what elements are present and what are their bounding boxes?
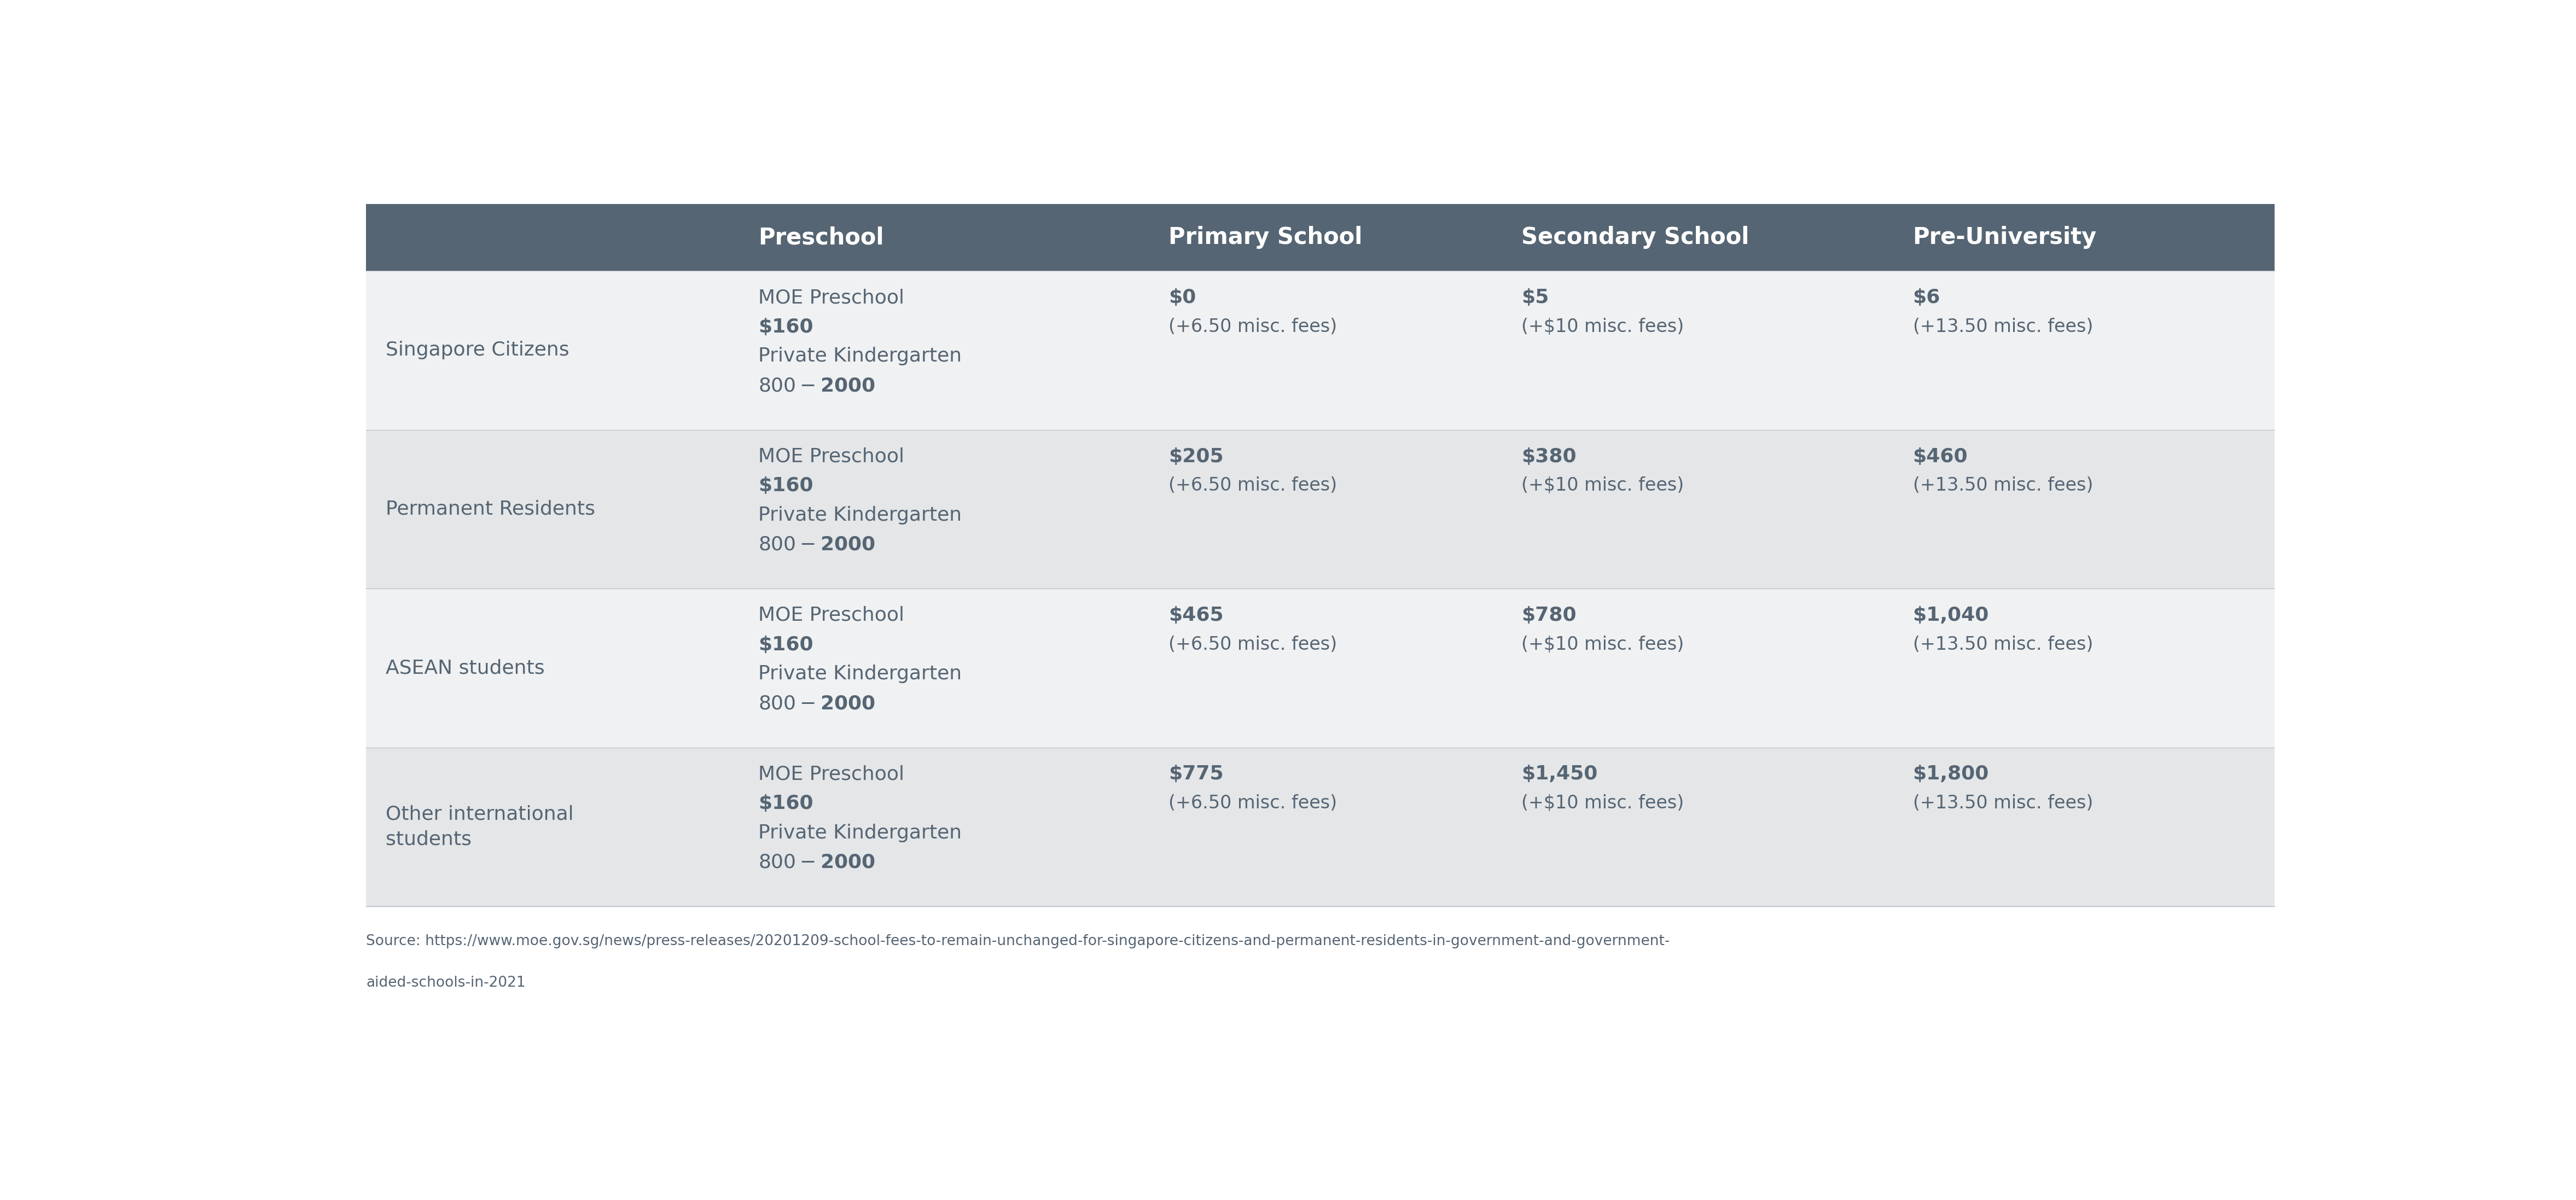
- Text: $160: $160: [757, 636, 814, 654]
- Text: Singapore Citizens: Singapore Citizens: [386, 341, 569, 360]
- Text: (+6.50 misc. fees): (+6.50 misc. fees): [1170, 318, 1337, 336]
- Text: $800 - $2000: $800 - $2000: [757, 853, 876, 871]
- Bar: [1149, 271, 1502, 430]
- Text: (+6.50 misc. fees): (+6.50 misc. fees): [1170, 636, 1337, 654]
- Bar: [1893, 588, 2275, 748]
- Text: (+13.50 misc. fees): (+13.50 misc. fees): [1914, 636, 2092, 654]
- Bar: [366, 588, 739, 748]
- Text: $460: $460: [1914, 448, 1968, 466]
- Text: $1,450: $1,450: [1522, 764, 1597, 784]
- Text: MOE Preschool: MOE Preschool: [757, 606, 904, 625]
- Bar: [366, 204, 739, 271]
- Text: Pre-University: Pre-University: [1914, 226, 2097, 248]
- Text: (+6.50 misc. fees): (+6.50 misc. fees): [1170, 794, 1337, 812]
- Text: Other international
students: Other international students: [386, 805, 574, 848]
- Bar: [1893, 748, 2275, 906]
- Bar: [1502, 204, 1893, 271]
- Text: $1,040: $1,040: [1914, 606, 1989, 625]
- Text: $205: $205: [1170, 448, 1224, 466]
- Bar: [739, 748, 1149, 906]
- Text: Private Kindergarten: Private Kindergarten: [757, 506, 961, 524]
- Bar: [366, 430, 739, 588]
- Bar: [739, 204, 1149, 271]
- Text: $780: $780: [1522, 606, 1577, 625]
- Text: (+$10 misc. fees): (+$10 misc. fees): [1522, 636, 1685, 654]
- Bar: [1502, 271, 1893, 430]
- Bar: [739, 588, 1149, 748]
- Text: $160: $160: [757, 318, 814, 336]
- Text: $1,800: $1,800: [1914, 764, 1989, 784]
- Bar: [1893, 430, 2275, 588]
- Text: Private Kindergarten: Private Kindergarten: [757, 823, 961, 842]
- Bar: [366, 748, 739, 906]
- Text: $800 - $2000: $800 - $2000: [757, 694, 876, 713]
- Text: MOE Preschool: MOE Preschool: [757, 288, 904, 307]
- Text: Permanent Residents: Permanent Residents: [386, 499, 595, 518]
- Text: Private Kindergarten: Private Kindergarten: [757, 665, 961, 683]
- Text: (+$10 misc. fees): (+$10 misc. fees): [1522, 794, 1685, 812]
- Text: (+$10 misc. fees): (+$10 misc. fees): [1522, 318, 1685, 336]
- Text: (+$10 misc. fees): (+$10 misc. fees): [1522, 476, 1685, 494]
- Text: $0: $0: [1170, 288, 1195, 307]
- Text: Primary School: Primary School: [1170, 226, 1363, 248]
- Text: MOE Preschool: MOE Preschool: [757, 448, 904, 466]
- Text: MOE Preschool: MOE Preschool: [757, 764, 904, 784]
- Text: $775: $775: [1170, 764, 1224, 784]
- Text: (+6.50 misc. fees): (+6.50 misc. fees): [1170, 476, 1337, 494]
- Text: Secondary School: Secondary School: [1522, 226, 1749, 248]
- Bar: [1502, 588, 1893, 748]
- Text: $465: $465: [1170, 606, 1224, 625]
- Text: (+13.50 misc. fees): (+13.50 misc. fees): [1914, 794, 2092, 812]
- Bar: [1149, 588, 1502, 748]
- Text: $380: $380: [1522, 448, 1577, 466]
- Text: (+13.50 misc. fees): (+13.50 misc. fees): [1914, 476, 2092, 494]
- Text: $800 - $2000: $800 - $2000: [757, 377, 876, 395]
- Text: aided-schools-in-2021: aided-schools-in-2021: [366, 976, 526, 990]
- Bar: [1893, 204, 2275, 271]
- Text: Preschool: Preschool: [757, 226, 884, 248]
- Text: (+13.50 misc. fees): (+13.50 misc. fees): [1914, 318, 2092, 336]
- Text: $160: $160: [757, 476, 814, 496]
- Bar: [1149, 204, 1502, 271]
- Bar: [739, 430, 1149, 588]
- Bar: [1502, 430, 1893, 588]
- Bar: [1149, 748, 1502, 906]
- Text: $800 - $2000: $800 - $2000: [757, 535, 876, 554]
- Text: Private Kindergarten: Private Kindergarten: [757, 347, 961, 366]
- Bar: [739, 271, 1149, 430]
- Bar: [1893, 271, 2275, 430]
- Text: ASEAN students: ASEAN students: [386, 659, 546, 677]
- Text: $6: $6: [1914, 288, 1940, 307]
- Bar: [1502, 748, 1893, 906]
- Text: $5: $5: [1522, 288, 1548, 307]
- Text: $160: $160: [757, 794, 814, 812]
- Bar: [366, 271, 739, 430]
- Bar: [1149, 430, 1502, 588]
- Text: Source: https://www.moe.gov.sg/news/press-releases/20201209-school-fees-to-remai: Source: https://www.moe.gov.sg/news/pres…: [366, 934, 1669, 948]
